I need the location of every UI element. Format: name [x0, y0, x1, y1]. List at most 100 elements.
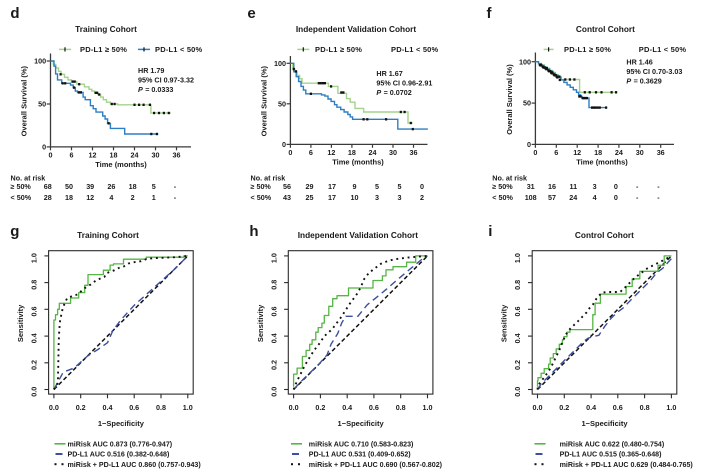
- svg-text:28: 28: [44, 193, 52, 202]
- svg-text:No. at risk: No. at risk: [11, 174, 46, 183]
- svg-text:12: 12: [573, 148, 581, 157]
- svg-text:h: h: [249, 223, 258, 240]
- svg-text:6: 6: [554, 148, 558, 157]
- svg-text:Sensitivity: Sensitivity: [256, 304, 265, 342]
- svg-text:12: 12: [86, 193, 94, 202]
- svg-text:0.8: 0.8: [156, 403, 166, 412]
- svg-text:16: 16: [548, 182, 556, 191]
- svg-text:-: -: [657, 193, 660, 202]
- svg-text:68: 68: [44, 182, 52, 191]
- svg-text:3: 3: [398, 193, 402, 202]
- svg-text:56: 56: [283, 182, 291, 191]
- svg-text:24: 24: [369, 148, 377, 157]
- svg-text:5: 5: [375, 182, 379, 191]
- svg-text:1−Specificity: 1−Specificity: [98, 419, 145, 428]
- svg-text:0.4: 0.4: [586, 403, 596, 412]
- svg-text:0: 0: [533, 148, 537, 157]
- svg-text:PD-L1 < 50%: PD-L1 < 50%: [155, 45, 203, 54]
- svg-text:HR 1.79: HR 1.79: [138, 66, 164, 75]
- svg-text:0.6: 0.6: [513, 307, 522, 317]
- svg-text:0: 0: [527, 140, 531, 149]
- svg-text:HR 1.46: HR 1.46: [626, 57, 652, 66]
- svg-text:100: 100: [519, 57, 531, 66]
- svg-text:0.6: 0.6: [369, 403, 379, 412]
- svg-text:Sensitivity: Sensitivity: [500, 304, 509, 342]
- svg-text:0.8: 0.8: [269, 280, 278, 290]
- svg-text:2: 2: [420, 193, 424, 202]
- svg-text:i: i: [488, 223, 492, 240]
- svg-text:50: 50: [65, 182, 73, 191]
- svg-text:Independent Validation Cohort: Independent Validation Cohort: [296, 24, 417, 34]
- svg-text:No. at risk: No. at risk: [492, 174, 527, 183]
- svg-text:18: 18: [65, 193, 73, 202]
- svg-text:0.2: 0.2: [315, 403, 325, 412]
- svg-text:12: 12: [89, 150, 97, 159]
- svg-text:1.0: 1.0: [30, 253, 39, 263]
- svg-text:0.2: 0.2: [559, 403, 569, 412]
- svg-text:miRisk + PD-L1 AUC 0.860 (0.75: miRisk + PD-L1 AUC 0.860 (0.757-0.943): [68, 461, 202, 469]
- svg-text:5: 5: [398, 182, 402, 191]
- svg-text:0: 0: [614, 193, 618, 202]
- svg-text:PD-L1 AUC 0.531 (0.409-0.652): PD-L1 AUC 0.531 (0.409-0.652): [309, 451, 411, 459]
- svg-text:1−Specificity: 1−Specificity: [581, 419, 628, 428]
- svg-text:1: 1: [152, 193, 156, 202]
- svg-text:PD-L1 ≥ 50%: PD-L1 ≥ 50%: [564, 45, 611, 54]
- svg-text:0.8: 0.8: [396, 403, 406, 412]
- svg-text:miRisk AUC 0.873 (0.776-0.947): miRisk AUC 0.873 (0.776-0.947): [68, 440, 173, 448]
- svg-text:-: -: [174, 182, 177, 191]
- svg-text:PD-L1 AUC 0.516 (0.382-0.648): PD-L1 AUC 0.516 (0.382-0.648): [68, 451, 170, 459]
- svg-text:miRisk AUC 0.710 (0.583-0.823): miRisk AUC 0.710 (0.583-0.823): [309, 440, 414, 448]
- svg-text:1.0: 1.0: [666, 403, 676, 412]
- svg-text:0.6: 0.6: [129, 403, 139, 412]
- svg-text:100: 100: [34, 57, 46, 66]
- svg-text:Time (months): Time (months): [576, 158, 628, 167]
- svg-text:0: 0: [42, 143, 46, 152]
- svg-text:24: 24: [569, 193, 577, 202]
- svg-text:39: 39: [86, 182, 94, 191]
- svg-text:No. at risk: No. at risk: [251, 174, 286, 183]
- svg-text:0.4: 0.4: [30, 333, 39, 343]
- svg-text:PD-L1 < 50%: PD-L1 < 50%: [391, 45, 439, 54]
- svg-text:0: 0: [282, 140, 286, 149]
- svg-text:1.0: 1.0: [183, 403, 193, 412]
- svg-text:P: P: [376, 88, 381, 97]
- svg-text:36: 36: [657, 148, 665, 157]
- svg-text:Overall Survival (%): Overall Survival (%): [20, 65, 29, 136]
- svg-text:Time (months): Time (months): [95, 160, 147, 169]
- svg-text:< 50%: < 50%: [251, 193, 272, 202]
- svg-text:26: 26: [107, 182, 115, 191]
- svg-text:12: 12: [327, 148, 335, 157]
- svg-text:4: 4: [109, 193, 113, 202]
- svg-text:< 50%: < 50%: [11, 193, 32, 202]
- svg-text:Independent Validation Cohort: Independent Validation Cohort: [298, 230, 419, 240]
- svg-text:PD-L1 ≥ 50%: PD-L1 ≥ 50%: [80, 45, 127, 54]
- svg-text:3: 3: [375, 193, 379, 202]
- svg-text:0.4: 0.4: [342, 403, 352, 412]
- svg-text:50: 50: [523, 99, 531, 108]
- svg-text:= 0.0702: = 0.0702: [384, 88, 412, 97]
- svg-text:18: 18: [110, 150, 118, 159]
- svg-text:= 0.3629: = 0.3629: [634, 77, 662, 86]
- svg-text:0.2: 0.2: [76, 403, 86, 412]
- svg-text:25: 25: [306, 193, 314, 202]
- svg-text:-: -: [174, 193, 177, 202]
- svg-text:108: 108: [525, 193, 537, 202]
- svg-text:0.8: 0.8: [30, 280, 39, 290]
- svg-text:31: 31: [527, 182, 535, 191]
- svg-text:18: 18: [348, 148, 356, 157]
- svg-text:-: -: [636, 182, 639, 191]
- svg-text:50: 50: [278, 99, 286, 108]
- svg-text:6: 6: [309, 148, 313, 157]
- svg-text:≥ 50%: ≥ 50%: [11, 182, 32, 191]
- svg-text:0.4: 0.4: [269, 333, 278, 343]
- svg-text:100: 100: [274, 59, 286, 68]
- svg-text:-: -: [636, 193, 639, 202]
- svg-text:0: 0: [288, 148, 292, 157]
- svg-text:17: 17: [328, 193, 336, 202]
- svg-text:miRisk + PD-L1 AUC 0.629 (0.48: miRisk + PD-L1 AUC 0.629 (0.484-0.765): [560, 461, 694, 469]
- svg-text:50: 50: [38, 100, 46, 109]
- svg-text:0.0: 0.0: [269, 387, 278, 397]
- svg-text:0.0: 0.0: [289, 403, 299, 412]
- svg-text:-: -: [657, 182, 660, 191]
- svg-text:1.0: 1.0: [513, 253, 522, 263]
